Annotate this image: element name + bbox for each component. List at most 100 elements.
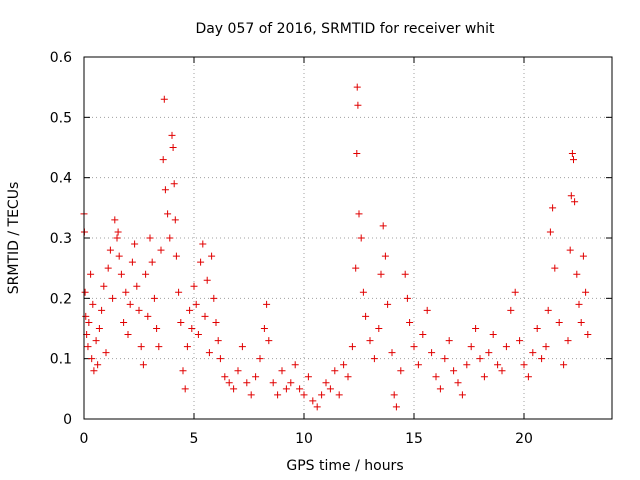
data-point	[85, 318, 93, 326]
data-point	[135, 306, 143, 314]
data-point	[109, 294, 117, 302]
data-point	[81, 288, 89, 296]
data-point	[445, 337, 453, 345]
data-point	[392, 403, 400, 411]
data-point	[476, 355, 484, 363]
data-point	[546, 228, 554, 236]
data-point	[450, 367, 458, 375]
data-point	[160, 95, 168, 103]
data-point	[390, 391, 398, 399]
grid-lines	[84, 57, 612, 419]
data-point	[388, 349, 396, 357]
data-point	[502, 343, 510, 351]
data-point	[171, 216, 179, 224]
data-point	[157, 246, 165, 254]
data-point	[88, 355, 96, 363]
data-point	[126, 300, 134, 308]
data-point	[234, 367, 242, 375]
data-point	[197, 258, 205, 266]
data-point	[419, 331, 427, 339]
data-point	[269, 379, 277, 387]
data-point	[114, 228, 122, 236]
data-point	[104, 264, 112, 272]
data-point	[489, 331, 497, 339]
data-point	[401, 270, 409, 278]
data-point	[212, 318, 220, 326]
data-point	[524, 373, 532, 381]
data-point	[282, 385, 290, 393]
data-point	[128, 258, 136, 266]
data-point	[214, 337, 222, 345]
x-tick-label: 5	[190, 431, 199, 447]
data-point	[560, 361, 568, 369]
data-point	[117, 270, 125, 278]
data-point	[516, 337, 524, 345]
data-point	[94, 361, 102, 369]
data-point	[274, 391, 282, 399]
data-point	[287, 379, 295, 387]
data-point	[340, 361, 348, 369]
data-point	[353, 150, 361, 158]
data-point	[291, 361, 299, 369]
data-point	[428, 349, 436, 357]
data-point	[137, 343, 145, 351]
data-point	[331, 367, 339, 375]
data-point	[441, 355, 449, 363]
y-tick-label: 0.3	[50, 231, 72, 247]
data-point	[366, 337, 374, 345]
data-point	[203, 276, 211, 284]
data-point	[142, 270, 150, 278]
data-point	[567, 192, 575, 200]
data-point	[148, 258, 156, 266]
data-point	[172, 252, 180, 260]
data-point	[348, 343, 356, 351]
y-tick-label: 0.6	[50, 50, 72, 66]
data-point	[199, 240, 207, 248]
data-point	[322, 379, 330, 387]
data-point	[318, 391, 326, 399]
data-point	[551, 264, 559, 272]
data-point	[335, 391, 343, 399]
data-point	[260, 325, 268, 332]
y-axis-title: SRMTID / TECUs	[6, 182, 22, 295]
data-point	[278, 367, 286, 375]
data-point	[498, 367, 506, 375]
x-tick-label: 15	[405, 431, 423, 447]
data-point	[573, 270, 581, 278]
y-tick-label: 0.5	[50, 110, 72, 126]
data-point	[467, 343, 475, 351]
data-point	[584, 331, 592, 339]
data-point	[377, 270, 385, 278]
data-point	[155, 343, 163, 351]
data-point	[192, 300, 200, 308]
data-point	[538, 355, 546, 363]
data-point	[458, 391, 466, 399]
data-point	[463, 361, 471, 369]
data-point	[555, 318, 563, 326]
data-point	[95, 325, 103, 332]
data-point	[144, 312, 152, 320]
data-points	[80, 83, 592, 411]
data-point	[423, 306, 431, 314]
data-point	[153, 325, 161, 332]
data-point	[113, 234, 121, 242]
y-tick-label: 0.4	[50, 171, 72, 187]
data-point	[87, 270, 95, 278]
data-point	[161, 186, 169, 194]
data-point	[183, 343, 191, 351]
x-axis-title: GPS time / hours	[286, 458, 403, 474]
y-tick-label: 0.1	[50, 352, 72, 368]
data-point	[243, 379, 251, 387]
data-point	[564, 337, 572, 345]
data-point	[304, 373, 312, 381]
data-point	[410, 343, 418, 351]
data-point	[115, 252, 123, 260]
data-point	[168, 131, 176, 139]
data-point	[164, 210, 172, 218]
data-point	[205, 349, 213, 357]
data-point	[150, 294, 158, 302]
data-point	[296, 385, 304, 393]
data-point	[406, 318, 414, 326]
data-point	[256, 355, 264, 363]
